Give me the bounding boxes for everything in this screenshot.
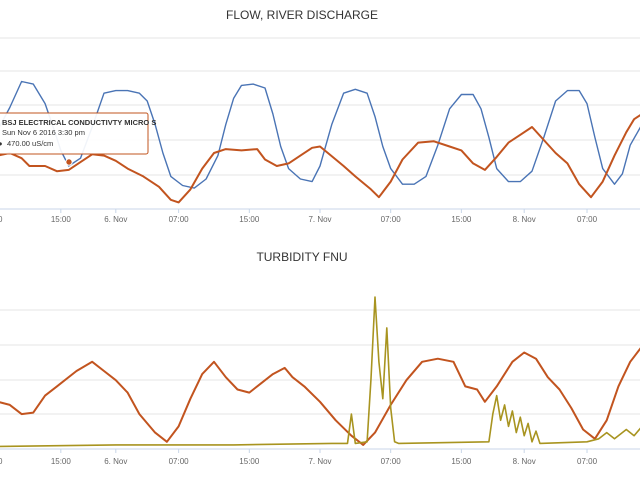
- x-axis-turbidity: 00 15:00 6. Nov 07:00 15:00 7. Nov 07:00 15:00 8…: [0, 449, 598, 466]
- x-tick-label: 6. Nov: [104, 457, 127, 466]
- series-group-flow: [0, 80, 640, 204]
- tooltip-marker: [65, 158, 73, 166]
- gridlines-turbidity: [0, 309, 640, 450]
- x-tick-label: 15:00: [239, 457, 260, 466]
- x-tick-label: 07:00: [577, 457, 598, 466]
- tooltip-bullet: ●: [0, 139, 3, 148]
- x-tick-label: 15:00: [239, 215, 260, 224]
- turbidity-chart: TURBIDITY FNU 00 15:00 6. Nov 07:00 15:00 7. …: [0, 250, 640, 466]
- x-tick-label: 15:00: [51, 215, 72, 224]
- chart-title-flow: FLOW, RIVER DISCHARGE: [226, 8, 378, 22]
- x-tick-label: 15:00: [451, 457, 472, 466]
- x-tick-label: 07:00: [169, 457, 190, 466]
- x-tick-label: 6. Nov: [104, 215, 127, 224]
- x-tick-label: 00: [0, 215, 3, 224]
- x-tick-label: 8. Nov: [513, 457, 536, 466]
- chart-title-turbidity: TURBIDITY FNU: [256, 250, 347, 264]
- gridlines-flow: [0, 37, 640, 210]
- series-line-1: [0, 80, 640, 189]
- flow-chart: FLOW, RIVER DISCHARGE 00 15:00 6. Nov 07:00…: [0, 8, 640, 224]
- tooltip-title: BSJ ELECTRICAL CONDUCTIVTY MICRO S: [2, 118, 156, 127]
- x-tick-label: 7. Nov: [308, 457, 331, 466]
- x-tick-label: 7. Nov: [308, 215, 331, 224]
- x-tick-label: 00: [0, 457, 3, 466]
- x-axis-flow: 00 15:00 6. Nov 07:00 15:00 7. Nov 07:00 15:00 8…: [0, 209, 598, 224]
- series-line-1: [0, 347, 640, 446]
- series-group-turbidity: [0, 296, 640, 448]
- x-tick-label: 07:00: [169, 215, 190, 224]
- x-tick-label: 07:00: [381, 457, 402, 466]
- series-line-2: [0, 114, 640, 204]
- x-tick-label: 15:00: [451, 215, 472, 224]
- tooltip-box: [0, 112, 149, 155]
- x-tick-label: 15:00: [51, 457, 72, 466]
- series-line-2: [0, 296, 640, 448]
- tooltip-date: Sun Nov 6 2016 3:30 pm: [2, 128, 85, 137]
- tooltip: BSJ ELECTRICAL CONDUCTIVTY MICRO S Sun N…: [0, 112, 156, 166]
- x-tick-label: 07:00: [381, 215, 402, 224]
- x-tick-label: 8. Nov: [513, 215, 536, 224]
- tooltip-value: 470.00 uS/cm: [7, 139, 53, 148]
- x-tick-label: 07:00: [577, 215, 598, 224]
